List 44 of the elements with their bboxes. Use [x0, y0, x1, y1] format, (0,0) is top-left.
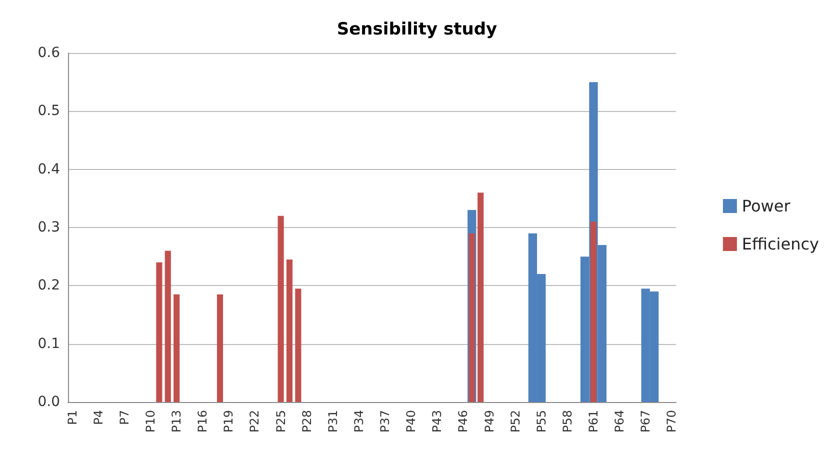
- x-tick-label: P13: [170, 410, 184, 433]
- x-tick-label: P25: [274, 410, 288, 433]
- x-tick-label: P52: [508, 410, 522, 433]
- x-tick-label: P37: [378, 410, 392, 433]
- x-tick-label: P4: [91, 410, 106, 425]
- x-tick-label: P49: [482, 410, 496, 433]
- y-tick-label: 0.2: [38, 278, 60, 294]
- chart-title: Sensibility study: [336, 20, 498, 40]
- y-tick-label: 0.4: [38, 161, 60, 178]
- x-tick-label: P67: [638, 410, 653, 433]
- bar: [216, 294, 224, 402]
- x-tick-label: P43: [430, 410, 444, 433]
- y-tick-label: 0.5: [38, 103, 60, 120]
- x-tick-label: P40: [404, 410, 418, 433]
- x-tick-label: P61: [586, 410, 600, 433]
- x-tick-label: P34: [352, 410, 366, 433]
- bar: [156, 262, 162, 402]
- x-tick-label: P10: [144, 410, 158, 433]
- bar: [286, 259, 293, 402]
- x-tick-label: P46: [456, 410, 470, 433]
- y-tick-label: 0.3: [38, 220, 60, 236]
- x-tick-label: P58: [560, 410, 574, 433]
- x-tick-label: P1: [65, 410, 80, 425]
- x-tick-label: P22: [248, 410, 262, 433]
- x-tick-label: P19: [222, 410, 236, 433]
- x-tick-label: P7: [117, 410, 132, 425]
- bar: [278, 216, 284, 402]
- bar: [590, 222, 597, 402]
- legend-label: Efficiency: [742, 234, 820, 254]
- bar: [468, 233, 475, 402]
- x-tick-label: P55: [534, 410, 548, 433]
- y-tick-label: 0.1: [38, 336, 60, 352]
- bar: [478, 192, 484, 402]
- x-tick-label: P31: [326, 410, 340, 433]
- bar: [295, 288, 302, 402]
- y-tick-label: 0.6: [38, 45, 60, 61]
- x-tick-label: P70: [664, 410, 679, 433]
- bar: [164, 250, 171, 402]
- x-tick-label: P16: [196, 410, 210, 433]
- y-tick-label: 0.0: [38, 394, 60, 410]
- x-tick-label: P28: [300, 410, 314, 433]
- bar: [174, 294, 180, 402]
- legend-label: Power: [742, 196, 791, 216]
- x-tick-label: P64: [612, 410, 627, 433]
